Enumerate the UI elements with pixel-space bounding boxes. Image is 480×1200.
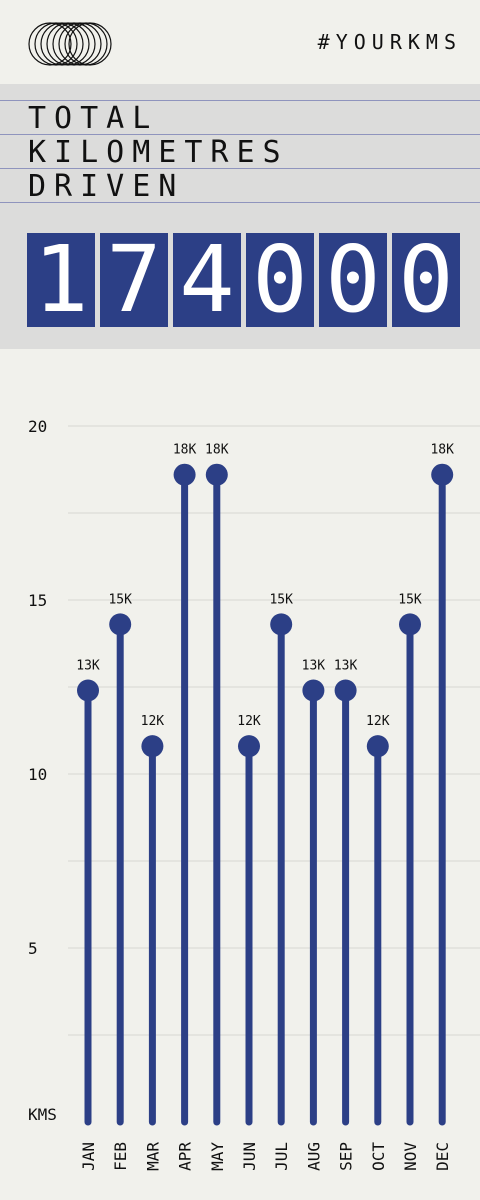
data-label: 18K [430,443,454,458]
lollipop-head [302,679,325,702]
x-tick-label: MAR [143,1142,162,1171]
x-tick-label: OCT [369,1142,388,1171]
data-label: 12K [366,714,390,729]
title-line-2: KILOMETRES [28,135,289,170]
data-label: 18K [205,443,229,458]
x-tick-label: MAY [208,1142,227,1171]
chart-svg: 5 10 15 20 KMS 13K JAN 15K FEB 12K MAR 18K APR 18K MAY… [28,417,480,1171]
x-tick-label: APR [176,1142,195,1171]
data-label: 12K [141,714,165,729]
counter-digit: 7 [100,233,168,327]
monthly-km-chart: 5 10 15 20 KMS 13K JAN 15K FEB 12K MAR 18K APR 18K MAY… [0,360,480,1200]
lollipop-head [431,463,454,486]
x-tick-label: FEB [111,1142,130,1171]
y-axis-label: KMS [28,1105,57,1124]
data-label: 13K [334,658,358,673]
title-rule [0,100,480,101]
data-label: 13K [302,658,326,673]
data-label: 15K [108,592,132,607]
lollipop-head [270,613,293,636]
lollipop-head [77,679,99,702]
y-tick-label: 10 [28,765,47,784]
x-tick-label: DEC [433,1142,452,1171]
title-rule [0,202,480,203]
lollipop-head [205,463,228,486]
x-tick-label: JAN [79,1142,98,1171]
counter-digit: 0 [392,233,460,327]
x-tick-label: JUL [272,1142,291,1171]
counter-digit: 1 [27,233,95,327]
data-label: 12K [237,714,261,729]
lollipop-head [109,613,132,636]
y-tick-label: 5 [28,939,38,958]
counter-digit: 4 [173,233,241,327]
hashtag-label: #YOURKMS [317,30,462,54]
title-rule [0,134,480,135]
lollipop-head [399,613,421,636]
title-line-3: DRIVEN [28,169,185,204]
data-label: 15K [269,592,293,607]
counter-digit: 0 [319,233,387,327]
data-label: 13K [76,658,100,673]
data-label: 15K [398,592,422,607]
lollipop-head [173,463,196,486]
data-label: 18K [173,443,197,458]
top-bar: #YOURKMS [0,0,480,84]
lollipop-head [238,735,260,758]
x-tick-label: JUN [240,1142,259,1171]
lollipop-head [141,735,164,758]
x-tick-label: NOV [401,1142,420,1171]
y-tick-label: 15 [28,591,47,610]
x-tick-label: SEP [337,1142,356,1171]
y-tick-label: 20 [28,417,47,436]
title-rule [0,168,480,169]
counter-digit: 0 [246,233,314,327]
rings-logo-icon [28,22,112,66]
x-tick-label: AUG [304,1142,323,1171]
title-line-1: TOTAL [28,101,159,136]
lollipop-head [366,735,389,758]
lollipop-head [334,679,357,702]
